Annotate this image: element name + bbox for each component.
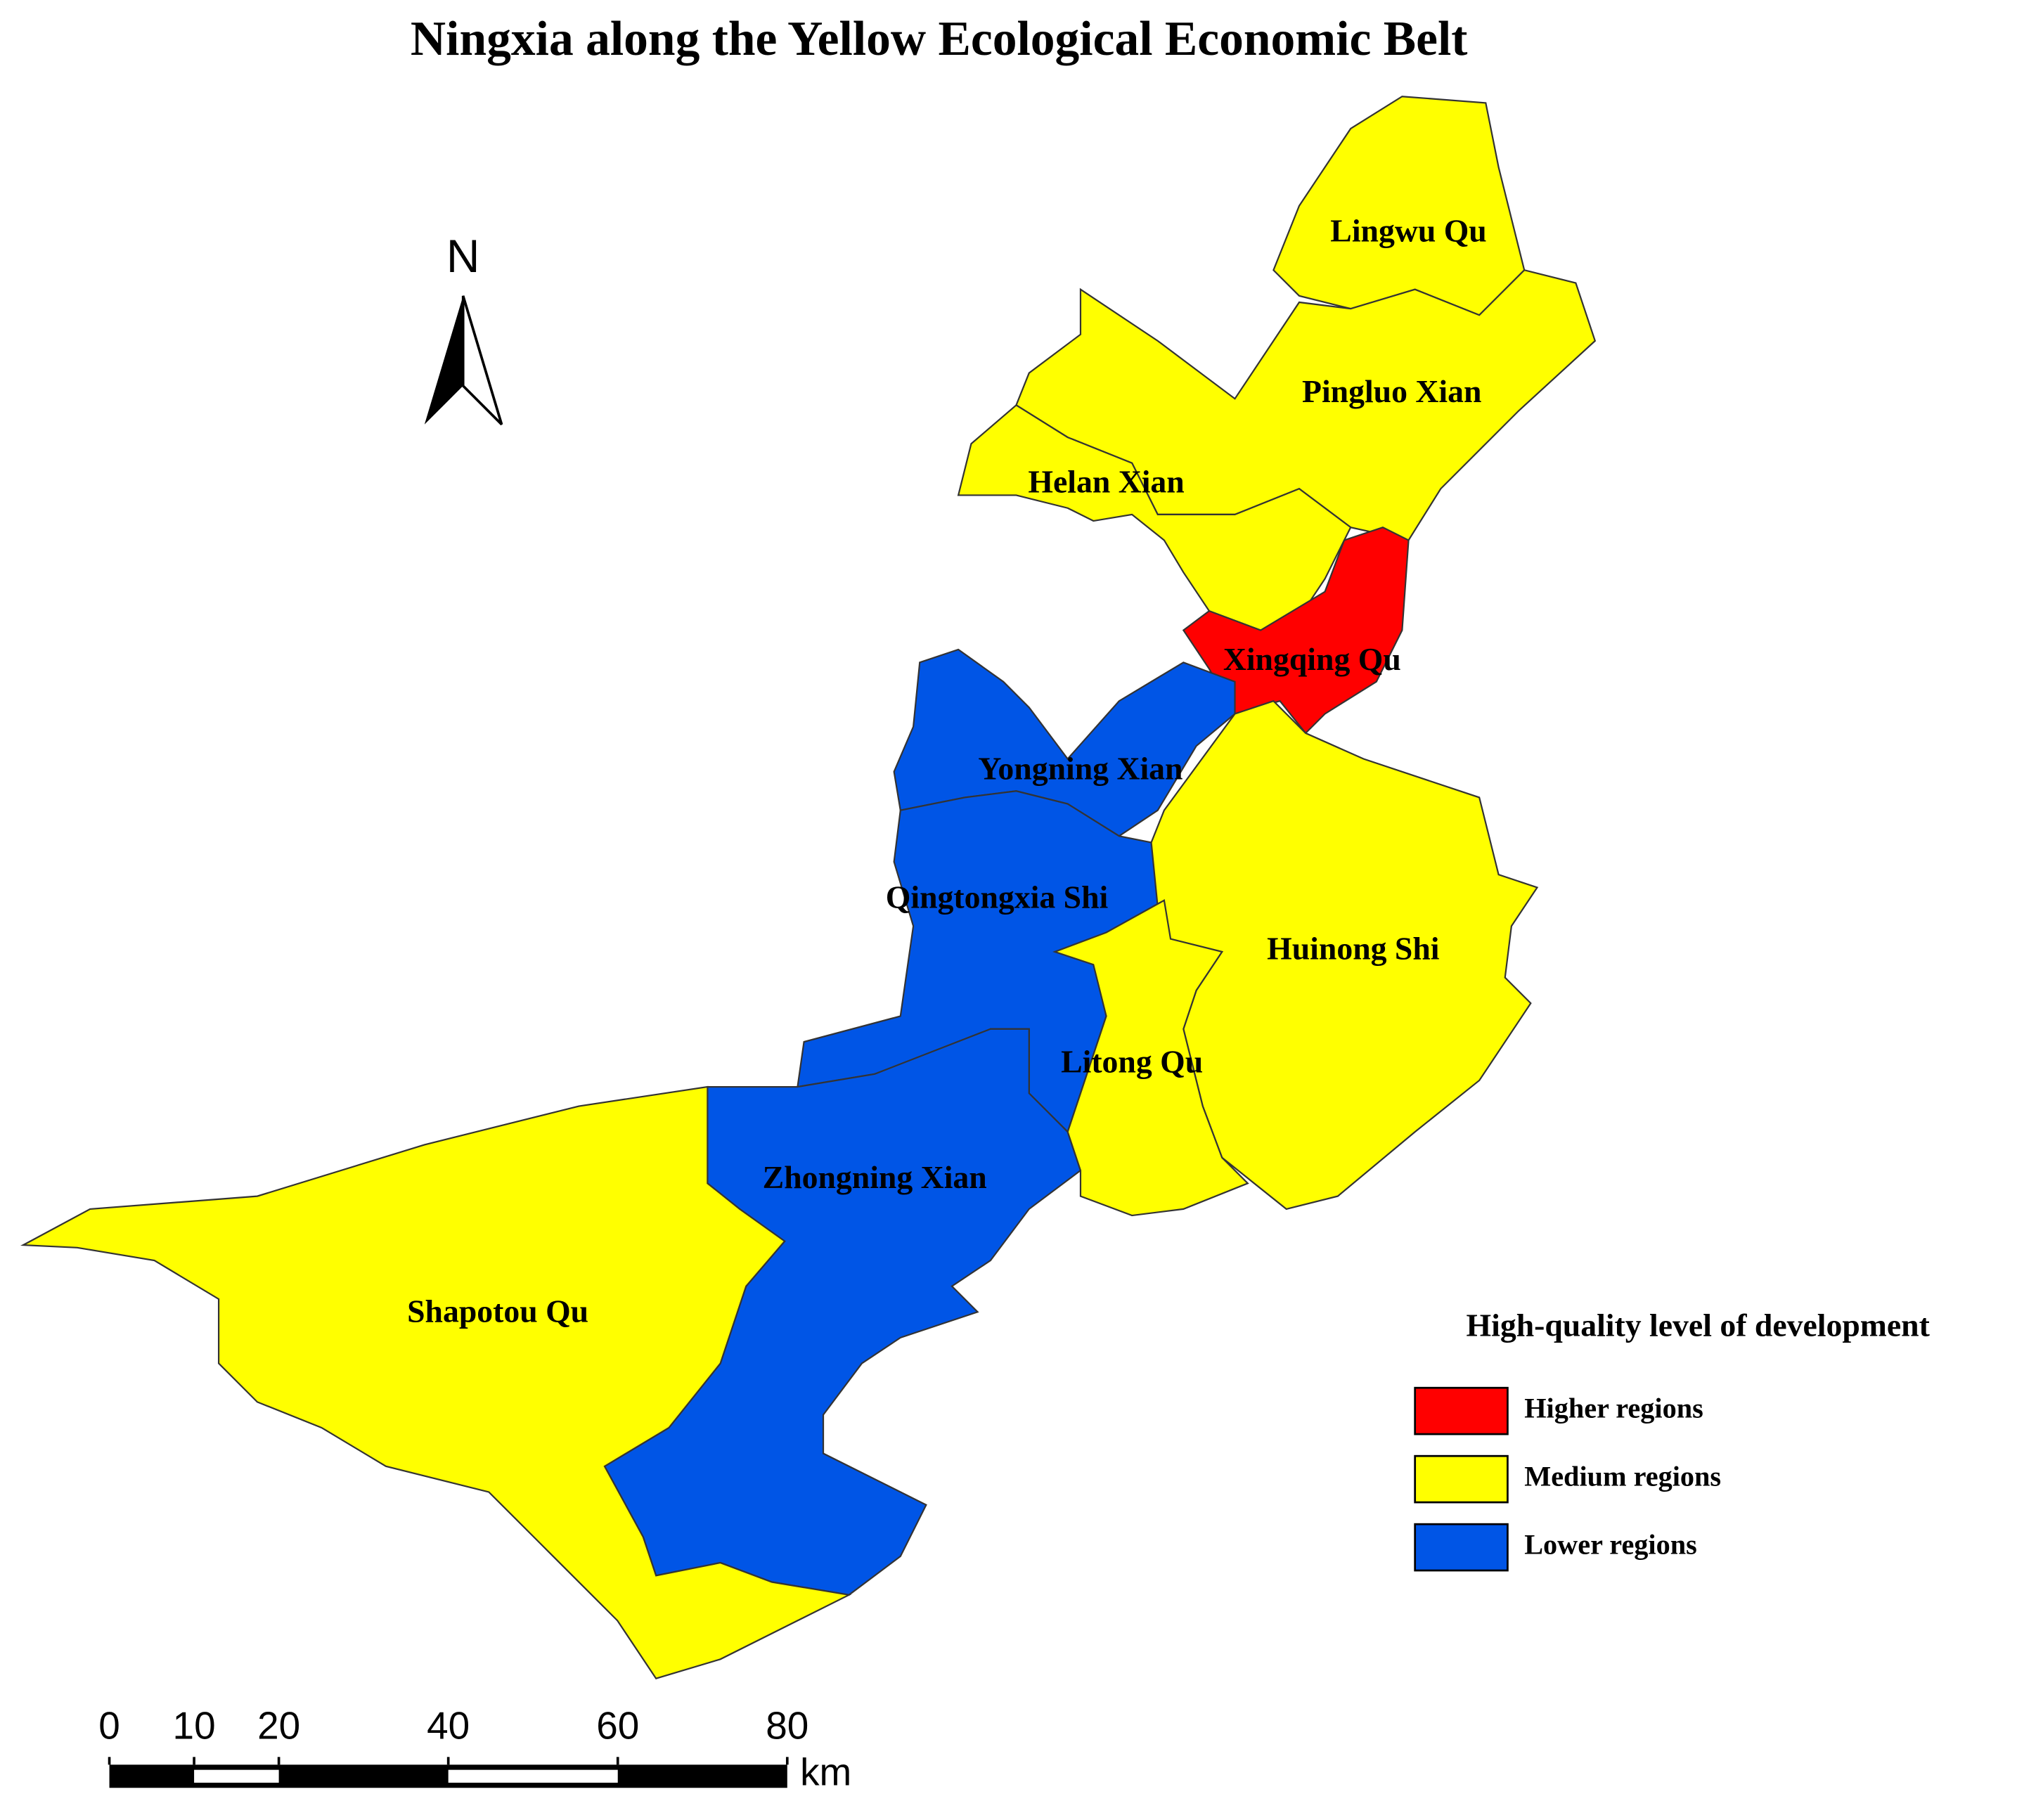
north-label: N xyxy=(446,230,480,282)
legend-label: Medium regions xyxy=(1524,1460,1721,1492)
scale-bar-segment xyxy=(194,1769,279,1783)
north-arrow xyxy=(424,295,503,426)
region-label: Pingluo Xian xyxy=(1302,373,1481,409)
scale-bar-segment xyxy=(448,1769,618,1783)
region-label: Xingqing Qu xyxy=(1223,641,1401,677)
legend-swatch xyxy=(1414,1454,1509,1504)
region xyxy=(20,1085,852,1680)
region-label: Yongning Xian xyxy=(978,750,1183,786)
region-label: Huinong Shi xyxy=(1267,930,1440,966)
region-label: Qingtongxia Shi xyxy=(886,879,1109,915)
scale-tick-label: 80 xyxy=(766,1704,808,1748)
region-label: Helan Xian xyxy=(1028,463,1184,499)
scale-tick-label: 20 xyxy=(257,1704,300,1748)
scale-tick-label: 60 xyxy=(596,1704,639,1748)
scale-tick-label: 10 xyxy=(173,1704,216,1748)
region-label: Zhongning Xian xyxy=(763,1159,987,1195)
scale-tick-label: 0 xyxy=(98,1704,120,1748)
scale-tick-label: 40 xyxy=(427,1704,470,1748)
region-labels: Lingwu Qu Pingluo Xian Helan Xian Xingqing … xyxy=(407,213,1487,1329)
region-label: Lingwu Qu xyxy=(1330,213,1486,249)
legend-swatch xyxy=(1414,1386,1509,1435)
legend-label: Higher regions xyxy=(1524,1392,1703,1424)
legend: Higher regions Medium regions Lower region… xyxy=(1414,1386,1721,1572)
region-label: Shapotou Qu xyxy=(407,1293,588,1329)
regions xyxy=(20,96,1597,1680)
region-label: Litong Qu xyxy=(1061,1043,1203,1079)
region xyxy=(1052,899,1249,1217)
legend-title: High-quality level of development xyxy=(1467,1308,1931,1343)
map-title: Ningxia along the Yellow Ecological Econ… xyxy=(411,12,1468,66)
legend-label: Lower regions xyxy=(1524,1528,1697,1560)
scale-unit: km xyxy=(800,1750,851,1793)
region xyxy=(1272,96,1526,316)
legend-swatch xyxy=(1414,1523,1509,1572)
